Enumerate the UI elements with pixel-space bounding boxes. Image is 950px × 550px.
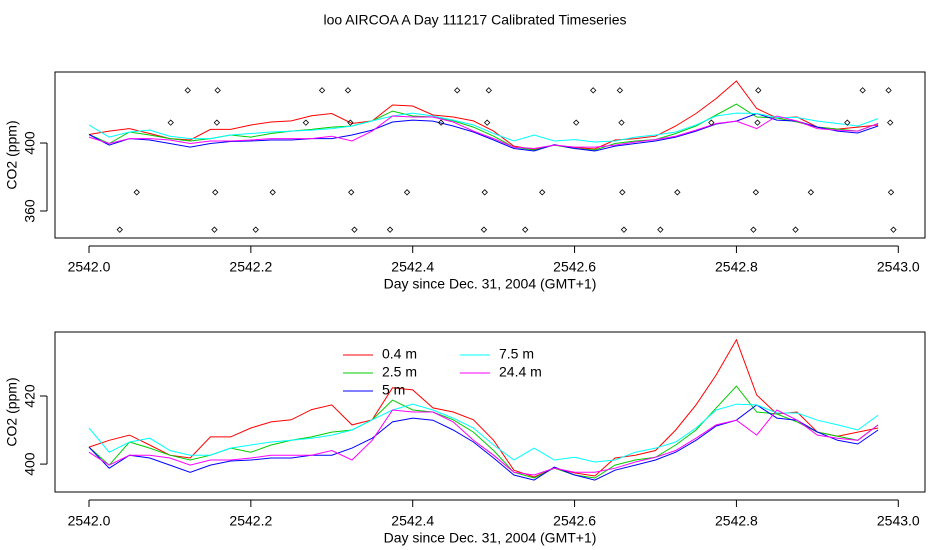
x-tick-label: 2542.6 [553, 513, 596, 529]
marker-point [403, 189, 411, 196]
marker-point [437, 119, 445, 126]
chart-title: loo AIRCOA A Day 111217 Calibrated Times… [324, 12, 627, 28]
x-tick-label: 2543.0 [877, 513, 920, 529]
marker-point [616, 87, 624, 94]
marker-point [485, 87, 492, 94]
marker-point [211, 226, 218, 233]
series-line [88, 404, 879, 481]
series-line [88, 112, 879, 143]
x-tick-label: 2543.0 [877, 259, 920, 275]
marker-point [212, 189, 219, 196]
series-line [88, 112, 879, 152]
marker-point [386, 226, 394, 233]
marker-point [167, 119, 174, 126]
series-line [88, 80, 879, 151]
marker-point [755, 87, 762, 94]
marker-point [792, 226, 799, 233]
marker-point [887, 119, 894, 126]
marker-point [618, 119, 625, 126]
legend-label: 2.5 m [382, 364, 417, 380]
marker-point [302, 119, 310, 126]
marker-point [480, 226, 488, 233]
x-tick-label: 2542.8 [715, 513, 758, 529]
series-line [88, 403, 879, 463]
y-tick-label: 420 [22, 384, 38, 408]
x-axis-label: Day since Dec. 31, 2004 (GMT+1) [384, 276, 597, 292]
marker-point [885, 87, 892, 94]
y-axis-label: CO2 (ppm) [4, 120, 20, 189]
marker-point [116, 226, 123, 233]
marker-point [754, 119, 761, 126]
marker-point [347, 119, 354, 126]
x-tick-label: 2542.8 [715, 259, 758, 275]
marker-point [620, 226, 628, 233]
x-tick-label: 2542.6 [553, 259, 596, 275]
x-tick-label: 2542.2 [229, 259, 272, 275]
marker-point [522, 226, 529, 233]
marker-point [213, 119, 221, 126]
marker-point [890, 226, 897, 233]
series-line [88, 115, 879, 150]
marker-point [344, 87, 352, 94]
x-tick-label: 2542.2 [229, 513, 272, 529]
marker-point [484, 119, 491, 126]
legend-label: 24.4 m [499, 364, 542, 380]
marker-point [674, 189, 681, 196]
marker-point [351, 226, 358, 233]
marker-point [454, 87, 461, 94]
marker-point [214, 87, 221, 94]
marker-point [750, 226, 757, 233]
marker-point [752, 189, 760, 196]
marker-point [887, 189, 895, 196]
plot-frame [54, 331, 926, 493]
marker-point [844, 119, 851, 126]
legend-label: 7.5 m [499, 346, 534, 362]
marker-point [318, 87, 326, 94]
marker-point [708, 119, 715, 126]
x-tick-label: 2542.0 [68, 513, 111, 529]
marker-point [590, 87, 597, 94]
x-tick-label: 2542.4 [391, 513, 434, 529]
marker-point [184, 87, 191, 94]
series-line [88, 338, 879, 478]
marker-point [133, 189, 140, 196]
marker-point [619, 189, 626, 196]
x-axis-label: Day since Dec. 31, 2004 (GMT+1) [384, 530, 597, 546]
marker-point [348, 189, 355, 196]
x-tick-label: 2542.0 [68, 259, 111, 275]
marker-point [573, 119, 580, 126]
plot-frame [54, 71, 926, 239]
y-axis-label: CO2 (ppm) [4, 377, 20, 446]
marker-point [807, 189, 815, 196]
y-tick-label: 400 [22, 452, 38, 476]
marker-point [539, 189, 546, 196]
marker-point [481, 189, 488, 196]
marker-point [657, 226, 664, 233]
y-tick-label: 360 [22, 199, 38, 223]
marker-point [859, 87, 866, 94]
legend-label: 5 m [382, 382, 405, 398]
y-tick-label: 400 [22, 131, 38, 155]
legend-label: 0.4 m [382, 346, 417, 362]
x-tick-label: 2542.4 [391, 259, 434, 275]
marker-point [252, 226, 259, 233]
marker-point [269, 189, 276, 196]
series-line [88, 409, 879, 476]
